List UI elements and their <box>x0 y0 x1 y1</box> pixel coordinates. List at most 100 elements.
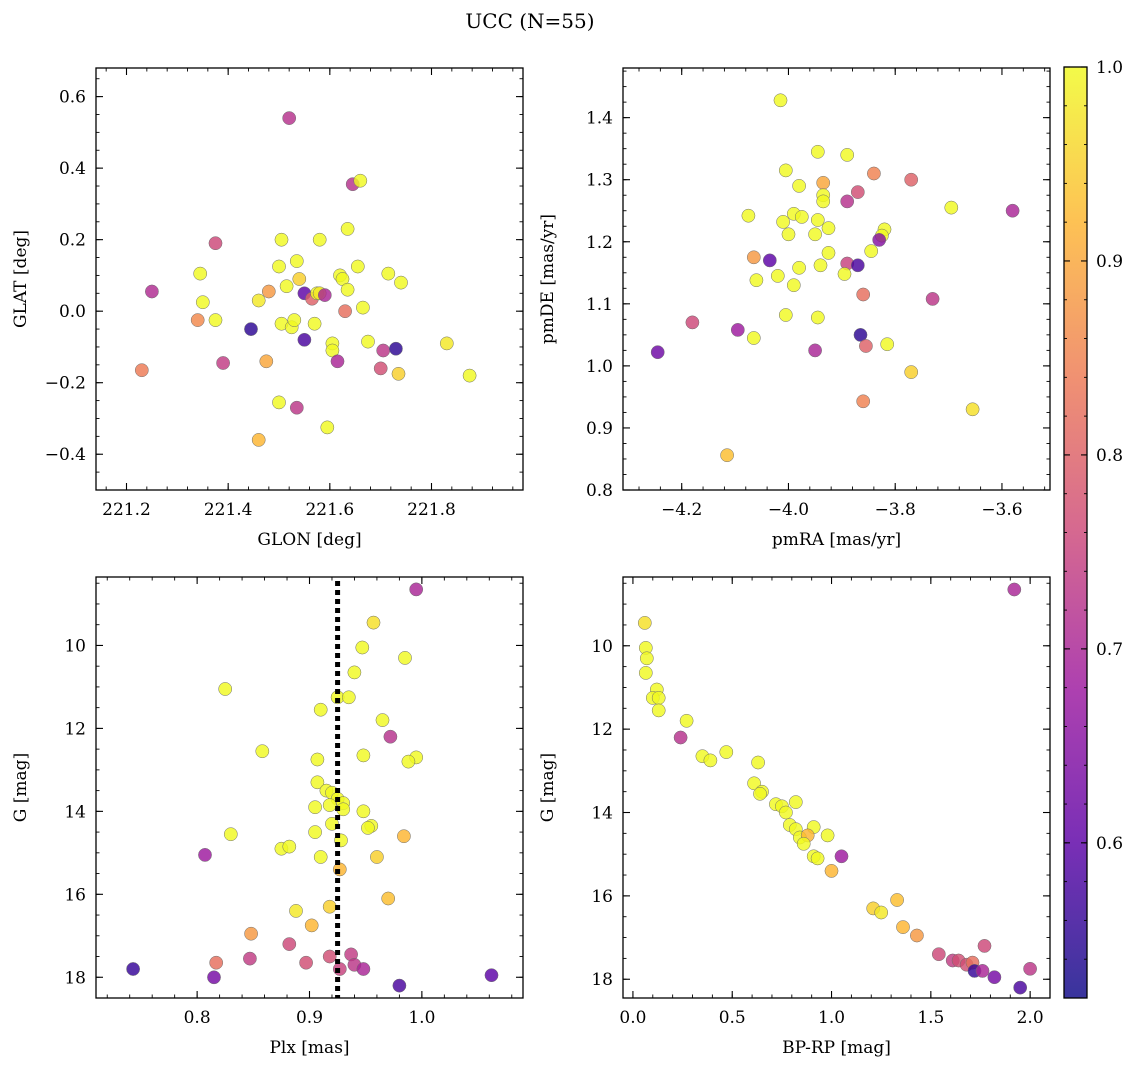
x-tick-label: 2.0 <box>1017 1008 1044 1028</box>
colorbar-tick-label: 0.7 <box>1096 640 1123 660</box>
y-tick-label: 18 <box>64 968 86 988</box>
axes-frame <box>622 67 1051 491</box>
scatter-point <box>356 804 371 819</box>
scatter-point <box>297 332 312 347</box>
scatter-point <box>261 284 276 299</box>
x-axis-label-bprp: BP-RP [mag] <box>782 1038 891 1058</box>
scatter-point <box>786 278 801 293</box>
scatter-point <box>383 729 398 744</box>
panel-plx-g: 0.8 0.9 1.0 10 12 14 16 18 Plx [mas] G [mag] <box>11 576 524 1058</box>
scatter-point <box>781 227 796 242</box>
scatter-point <box>874 905 889 920</box>
x-tick-label: 221.8 <box>407 500 456 520</box>
colorbar-tick-label: 0.8 <box>1096 446 1123 466</box>
scatter-point <box>304 918 319 933</box>
y-tick-label: 12 <box>591 720 613 740</box>
scatter-point <box>255 744 270 759</box>
scatter-point <box>673 730 688 745</box>
scatter-point <box>808 343 822 358</box>
scatter-point <box>289 904 303 918</box>
scatter-point <box>313 702 328 717</box>
scatter-point <box>890 893 904 907</box>
scatter-point <box>310 752 325 767</box>
y-tick-label: 10 <box>591 637 613 657</box>
scatter-point <box>322 949 337 964</box>
scatter-point <box>355 640 370 655</box>
scatter-point <box>840 148 855 162</box>
scatter-point <box>824 864 839 878</box>
scatter-point <box>282 111 297 125</box>
scatter-point <box>223 827 238 842</box>
scatter-point <box>251 433 266 447</box>
x-tick-label: −3.6 <box>981 500 1022 520</box>
scatter-point <box>340 222 355 236</box>
scatter-point <box>910 928 924 943</box>
scatter-point <box>703 753 718 768</box>
scatter-point <box>637 616 652 630</box>
y-tick-label: 0.8 <box>586 481 613 501</box>
scatter-point <box>251 293 266 308</box>
scatter-point <box>925 292 940 306</box>
panel-glon-glat: 221.2 221.4 221.6 221.8 −0.4 −0.2 0.0 0.2 0.4 0.6… <box>11 67 524 550</box>
y-tick-label: 18 <box>591 970 613 990</box>
scatter-point <box>1013 980 1028 995</box>
scatter-point <box>977 939 992 953</box>
y-axis-label-g: G [mag] <box>11 753 31 822</box>
scatter-point <box>685 315 700 330</box>
scatter-point <box>322 798 337 812</box>
scatter-point <box>126 962 140 976</box>
scatter-point <box>134 363 149 378</box>
scatter-point <box>762 253 777 268</box>
scatter-point <box>353 173 368 188</box>
scatter-point <box>243 951 257 966</box>
scatter-point <box>1007 582 1022 597</box>
scatter-point <box>859 339 873 353</box>
scatter-point <box>462 368 477 383</box>
scatter-point <box>401 754 416 769</box>
scatter-point <box>931 947 946 962</box>
scatter-point <box>730 323 745 337</box>
x-tick-label: 221.6 <box>305 500 354 520</box>
scatter-point <box>330 354 345 369</box>
scatter-point <box>341 690 356 705</box>
scatter-point <box>810 310 825 325</box>
y-tick-label: 1.0 <box>586 357 613 377</box>
scatter-point <box>639 651 654 666</box>
scatter-point <box>218 682 233 696</box>
scatter-point <box>816 175 831 190</box>
scatter-point <box>272 259 286 274</box>
scatter-point <box>651 703 666 718</box>
scatter-point <box>373 361 388 376</box>
scatter-point <box>289 400 304 415</box>
scatter-point <box>340 282 355 297</box>
scatter-point <box>816 194 831 209</box>
scatter-point <box>975 964 990 978</box>
x-tick-label: 0.5 <box>719 1008 746 1028</box>
scatter-point <box>356 300 370 315</box>
scatter-point <box>282 839 297 854</box>
scatter-point <box>361 334 375 349</box>
scatter-points <box>134 111 477 447</box>
scatter-points <box>637 582 1037 995</box>
scatter-points <box>650 93 1020 463</box>
scatter-point <box>747 776 761 791</box>
scatter-point <box>381 891 396 906</box>
y-tick-label: 16 <box>64 885 86 905</box>
scatter-point <box>376 343 391 358</box>
scatter-point <box>776 215 790 229</box>
scatter-point <box>198 848 212 862</box>
scatter-point <box>741 208 756 223</box>
scatter-point <box>299 955 313 970</box>
y-tick-label: 0.6 <box>59 88 86 108</box>
y-tick-label: 1.1 <box>586 295 613 315</box>
scatter-point <box>347 665 362 680</box>
y-axis-label-pmde: pmDE [mas/yr] <box>538 214 558 344</box>
x-tick-label: 0.8 <box>184 1008 211 1028</box>
scatter-point <box>272 395 286 410</box>
x-tick-label: −3.8 <box>875 500 916 520</box>
scatter-point <box>779 805 793 820</box>
scatter-point <box>856 287 871 302</box>
scatter-point <box>366 615 381 630</box>
panel-bprp-g: 0.0 0.5 1.0 1.5 2.0 10 12 14 16 18 BP-RP [mag] G [m… <box>538 576 1051 1058</box>
